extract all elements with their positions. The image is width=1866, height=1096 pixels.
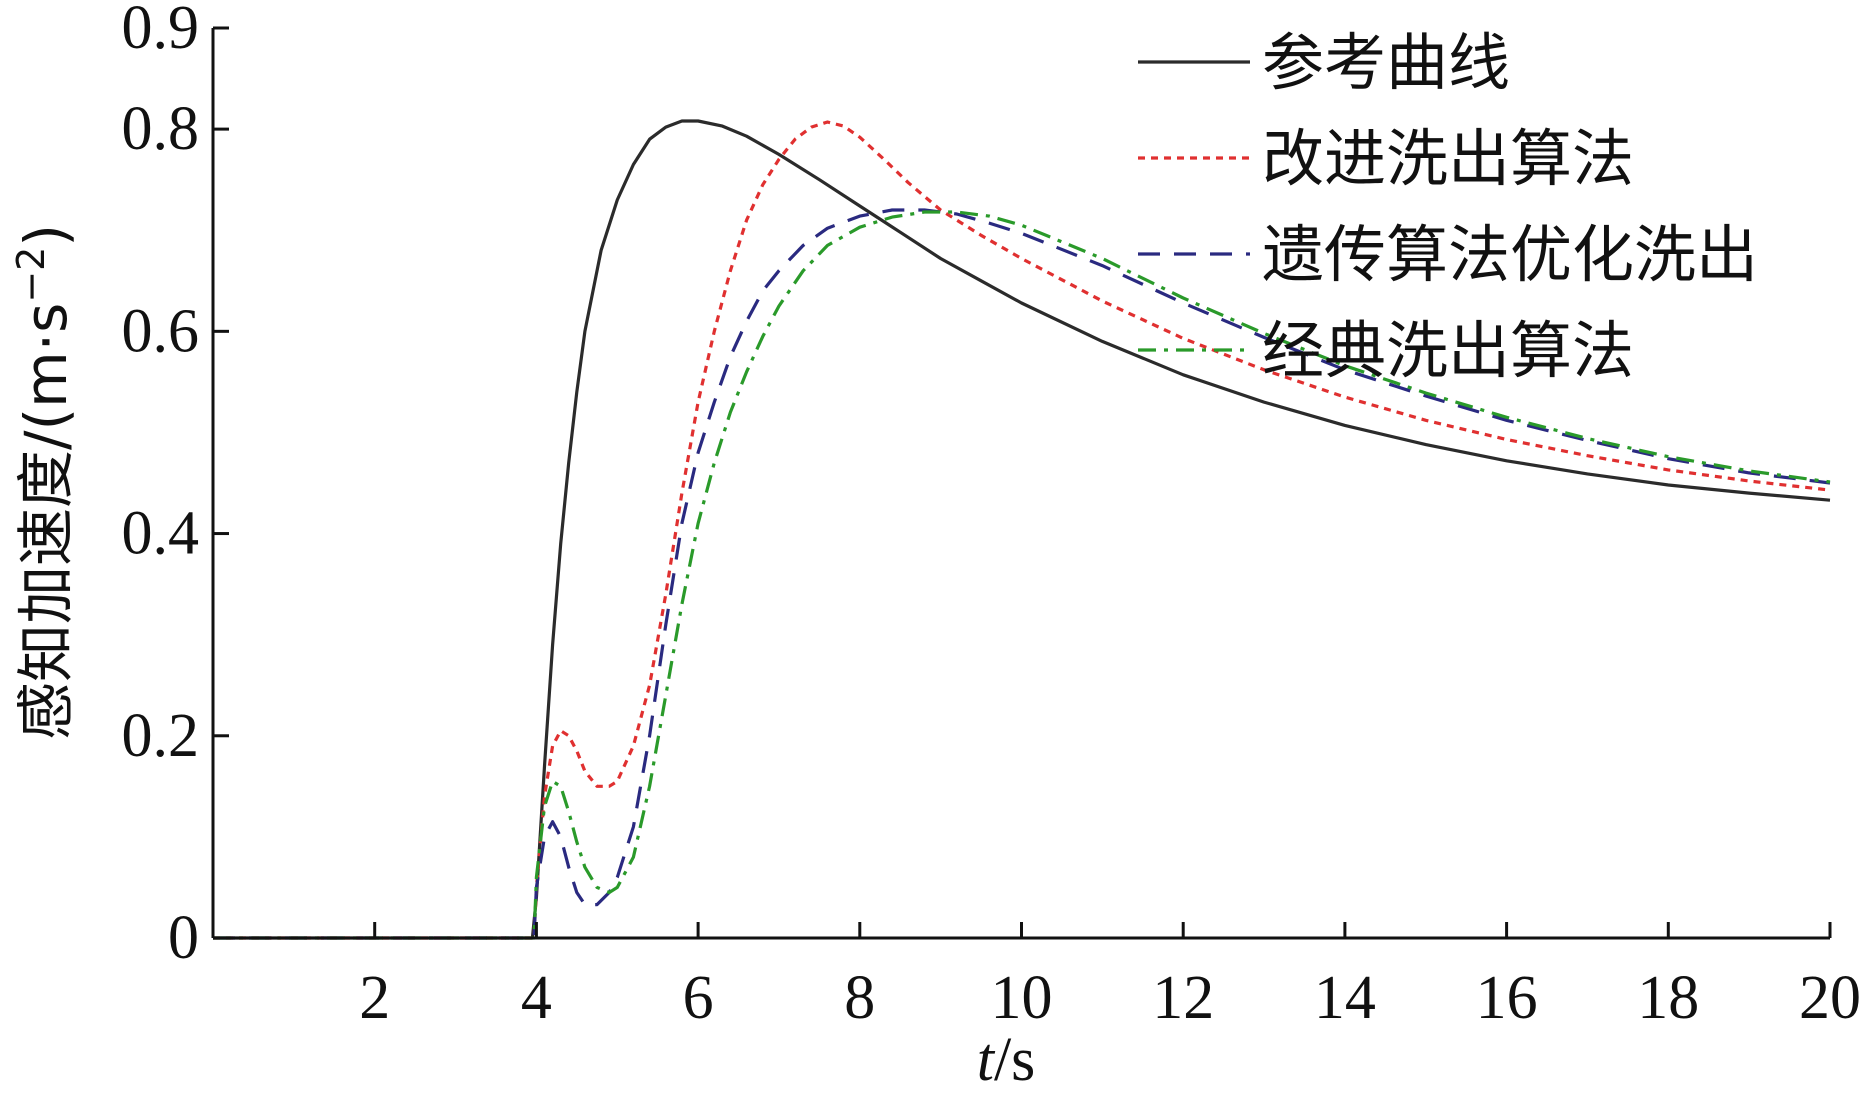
series-layer [213, 119, 1831, 940]
x-tick-label: 14 [1314, 964, 1376, 1032]
series-line-2 [213, 120, 1831, 940]
x-tick-label: 16 [1476, 964, 1538, 1032]
x-tick-label: 12 [1152, 964, 1214, 1032]
y-tick-label: 0.9 [122, 0, 200, 62]
x-axis-title: t/s [977, 1026, 1036, 1094]
x-tick-label: 2 [359, 964, 390, 1032]
y-tick-label: 0.4 [122, 500, 200, 568]
x-tick-label: 8 [844, 964, 875, 1032]
y-tick-label: 0.6 [122, 297, 200, 365]
x-tick-label: 6 [683, 964, 714, 1032]
y-axis-title: 感知加速度/(m·s−2) [9, 224, 80, 740]
legend-label: 经典洗出算法 [1262, 314, 1634, 387]
series-line-3 [213, 208, 1831, 940]
y-tick-label: 0.8 [122, 95, 200, 163]
y-tick-label: 0 [168, 904, 199, 972]
x-tick-label: 4 [521, 964, 552, 1032]
ticks: 2 4 6 8 10 12 14 16 18 20 0 0.2 0.4 0.6 0.8 0.9 [122, 0, 1862, 1032]
x-tick-label: 20 [1799, 964, 1861, 1032]
y-tick-label: 0.2 [122, 702, 200, 770]
x-tick-label: 10 [991, 964, 1053, 1032]
legend-label: 改进洗出算法 [1262, 122, 1634, 195]
legend-label: 参考曲线 [1262, 26, 1510, 99]
x-tick-label: 18 [1637, 964, 1699, 1032]
series-line-1 [213, 119, 1831, 940]
legend-label: 遗传算法优化洗出 [1262, 218, 1758, 291]
